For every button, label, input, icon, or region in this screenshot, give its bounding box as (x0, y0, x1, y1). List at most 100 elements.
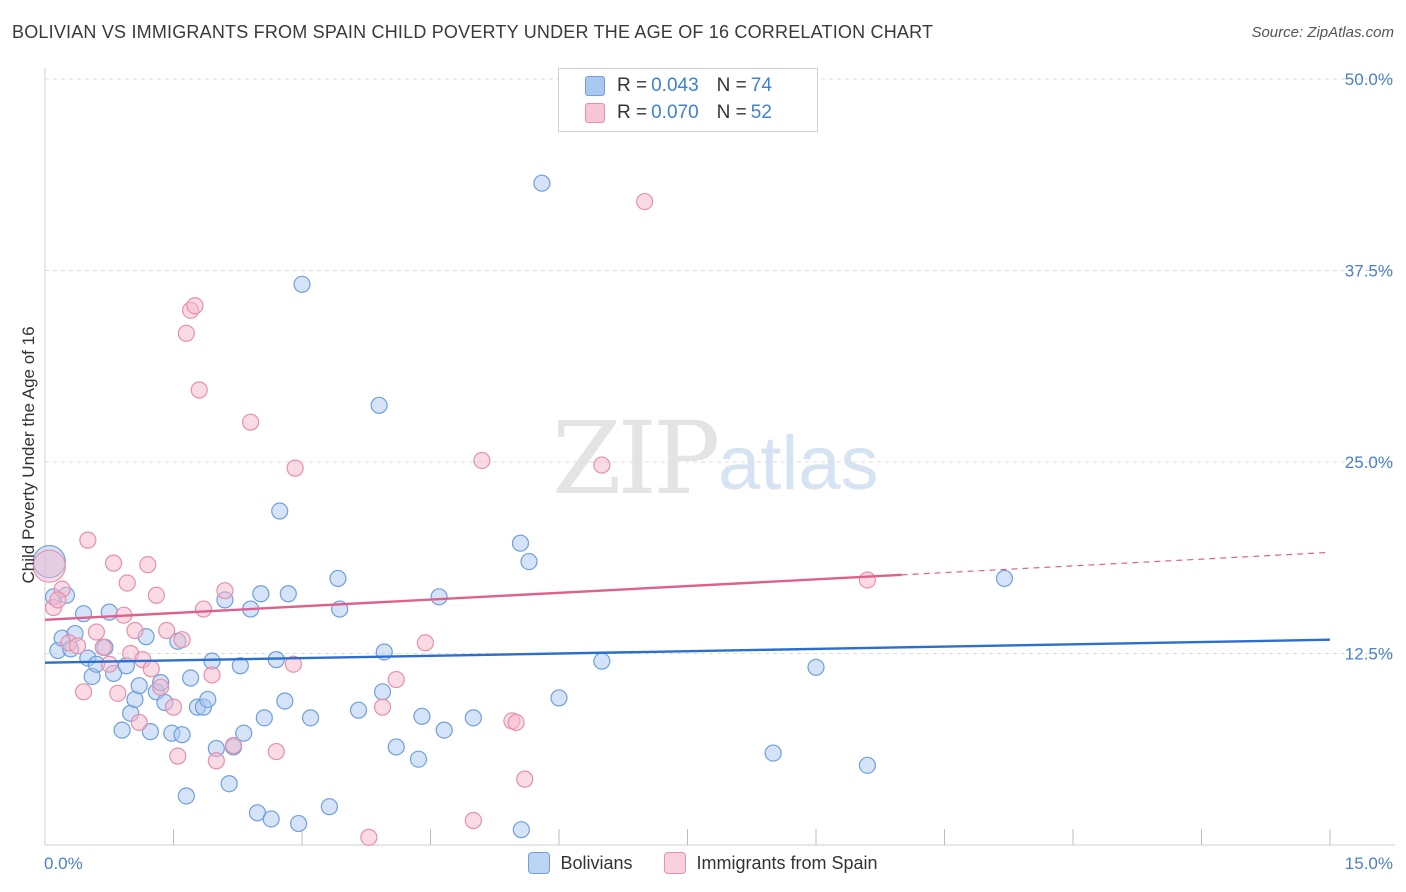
point-spain (464, 811, 482, 830)
legend-label-bolivians: Bolivians (560, 852, 633, 873)
point-spain (130, 713, 148, 732)
point-bolivians (262, 810, 280, 828)
point-bolivians (301, 709, 320, 727)
point-bolivians (293, 275, 311, 293)
point-bolivians (349, 701, 368, 719)
point-spain (94, 638, 112, 656)
point-bolivians (430, 588, 448, 606)
legend-swatch-blue (528, 852, 551, 874)
point-spain (473, 451, 491, 470)
legend-n-value: 74 (750, 75, 772, 96)
point-spain (49, 591, 67, 609)
point-bolivians (370, 396, 388, 414)
series-bolivians (32, 174, 1014, 839)
point-bolivians (858, 756, 877, 774)
legend-row-bolivians: R = 0.043 N = 74 (585, 73, 790, 99)
point-bolivians (593, 652, 611, 670)
point-bolivians (220, 775, 238, 793)
watermark-atlas: atlas (718, 421, 879, 506)
legend-item-spain[interactable]: Immigrants from Spain (664, 852, 878, 874)
point-spain (158, 621, 176, 640)
point-spain (32, 549, 66, 583)
series-immigrants-from-spain (32, 192, 877, 846)
point-bolivians (512, 821, 530, 839)
point-bolivians (199, 690, 217, 709)
point-bolivians (255, 709, 273, 727)
point-spain (516, 770, 534, 788)
series-legend: Bolivians Immigrants from Spain (0, 852, 1406, 874)
grid-layer (45, 78, 1395, 654)
point-bolivians (995, 569, 1014, 588)
chart-title: BOLIVIAN VS IMMIGRANTS FROM SPAIN CHILD … (12, 22, 934, 42)
point-spain (142, 660, 160, 678)
point-bolivians (279, 585, 297, 603)
point-spain (416, 634, 434, 652)
point-spain (207, 752, 225, 770)
legend-r-value: 0.070 (651, 102, 699, 123)
point-bolivians (177, 787, 195, 805)
point-bolivians (289, 814, 308, 833)
y-tick-label: 50.0% (1345, 70, 1393, 89)
point-bolivians (271, 502, 289, 520)
point-bolivians (182, 669, 200, 687)
point-spain (74, 683, 93, 701)
point-spain (190, 381, 208, 399)
point-bolivians (235, 724, 253, 742)
y-axis-label: Child Poverty Under the Age of 16 (19, 326, 38, 583)
label-layer: 12.5% 25.0% 37.5% 50.0% 0.0% 15.0% Child Pover… (19, 70, 1393, 873)
point-spain (87, 623, 106, 641)
legend-n-label: N = (716, 102, 747, 123)
point-spain (216, 582, 234, 600)
point-bolivians (807, 658, 825, 676)
axis-layer (44, 68, 1395, 846)
point-spain (360, 828, 378, 846)
legend-r-label: R = (617, 75, 648, 96)
point-bolivians (173, 726, 191, 744)
point-spain (104, 554, 123, 572)
point-bolivians (320, 798, 339, 816)
y-tick-label: 12.5% (1345, 645, 1393, 664)
point-spain (858, 571, 877, 589)
point-spain (126, 621, 144, 640)
trendline-spain-dashed (901, 551, 1331, 576)
legend-swatch-pink (585, 103, 605, 123)
point-spain (169, 747, 187, 765)
point-bolivians (464, 709, 482, 727)
point-bolivians (130, 677, 148, 695)
x-tick-label: 15.0% (1345, 854, 1393, 873)
legend-label-spain: Immigrants from Spain (696, 852, 878, 873)
stats-legend: R = 0.043 N = 74 R = 0.070 N = 52 (558, 68, 818, 132)
trendline-spain (44, 573, 902, 621)
point-bolivians (520, 552, 538, 571)
point-bolivians (550, 689, 568, 707)
point-bolivians (413, 707, 431, 725)
point-spain (224, 736, 243, 755)
point-bolivians (252, 585, 270, 603)
y-tick-label: 37.5% (1345, 262, 1393, 281)
point-spain (387, 670, 405, 689)
point-spain (79, 531, 97, 549)
point-spain (109, 684, 127, 702)
source-label: Source: ZipAtlas.com (1251, 24, 1394, 41)
point-bolivians (764, 744, 782, 762)
point-spain (147, 586, 165, 604)
point-spain (286, 459, 304, 477)
point-bolivians (141, 723, 159, 741)
point-spain (186, 297, 204, 315)
point-spain (593, 456, 611, 474)
point-spain (118, 574, 136, 592)
point-spain (164, 698, 183, 716)
point-spain (177, 324, 195, 342)
point-spain (507, 713, 525, 732)
point-bolivians (533, 174, 551, 192)
point-spain (636, 192, 654, 211)
legend-swatch-blue (585, 76, 605, 96)
legend-row-spain: R = 0.070 N = 52 (585, 100, 790, 126)
point-bolivians (387, 738, 405, 756)
point-spain (139, 556, 157, 574)
legend-item-bolivians[interactable]: Bolivians (528, 852, 632, 874)
trendline-bolivians (44, 638, 1331, 664)
point-spain (203, 666, 221, 684)
y-tick-label: 25.0% (1345, 453, 1393, 472)
